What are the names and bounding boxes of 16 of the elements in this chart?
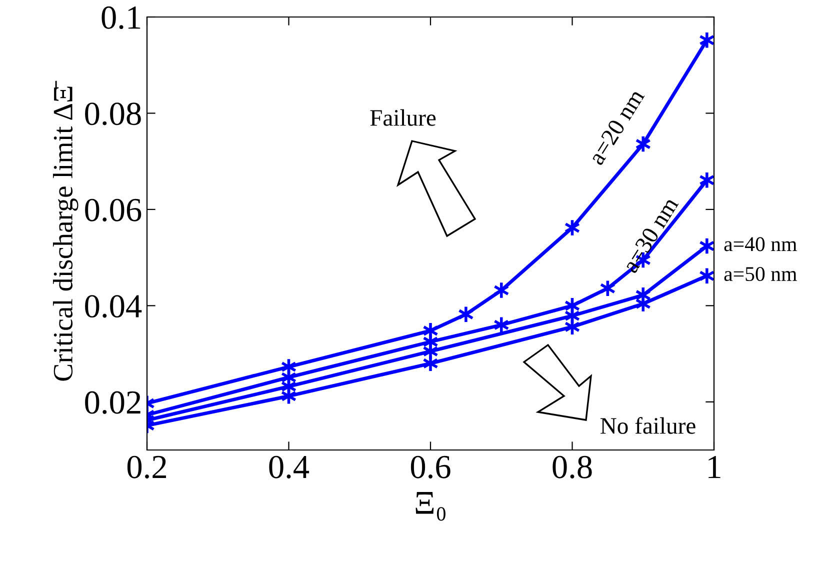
- x-tick-label: 0.8: [552, 456, 592, 478]
- x-tick-label: 1: [708, 456, 720, 478]
- annotation: No failure: [600, 417, 696, 434]
- x-tick-label: 0.2: [127, 456, 166, 478]
- y-tick-label: 0.02: [85, 391, 140, 414]
- series-label: a=50 nm: [724, 266, 797, 282]
- annotation: Failure: [370, 109, 436, 126]
- y-tick-label: 0.08: [85, 102, 141, 126]
- y-tick-label: 0.04: [85, 295, 142, 318]
- series-label: a=40 nm: [724, 237, 797, 252]
- x-tick-label: 0.6: [410, 456, 450, 478]
- x-tick-label: 0.4: [269, 456, 310, 478]
- y-tick-label: 0.1: [102, 6, 140, 30]
- y-tick-label: 0.06: [85, 198, 142, 222]
- x-axis-title: Ξ₀: [416, 492, 446, 521]
- y-axis-title: Critical discharge limit ΔΞ̄: [52, 80, 78, 381]
